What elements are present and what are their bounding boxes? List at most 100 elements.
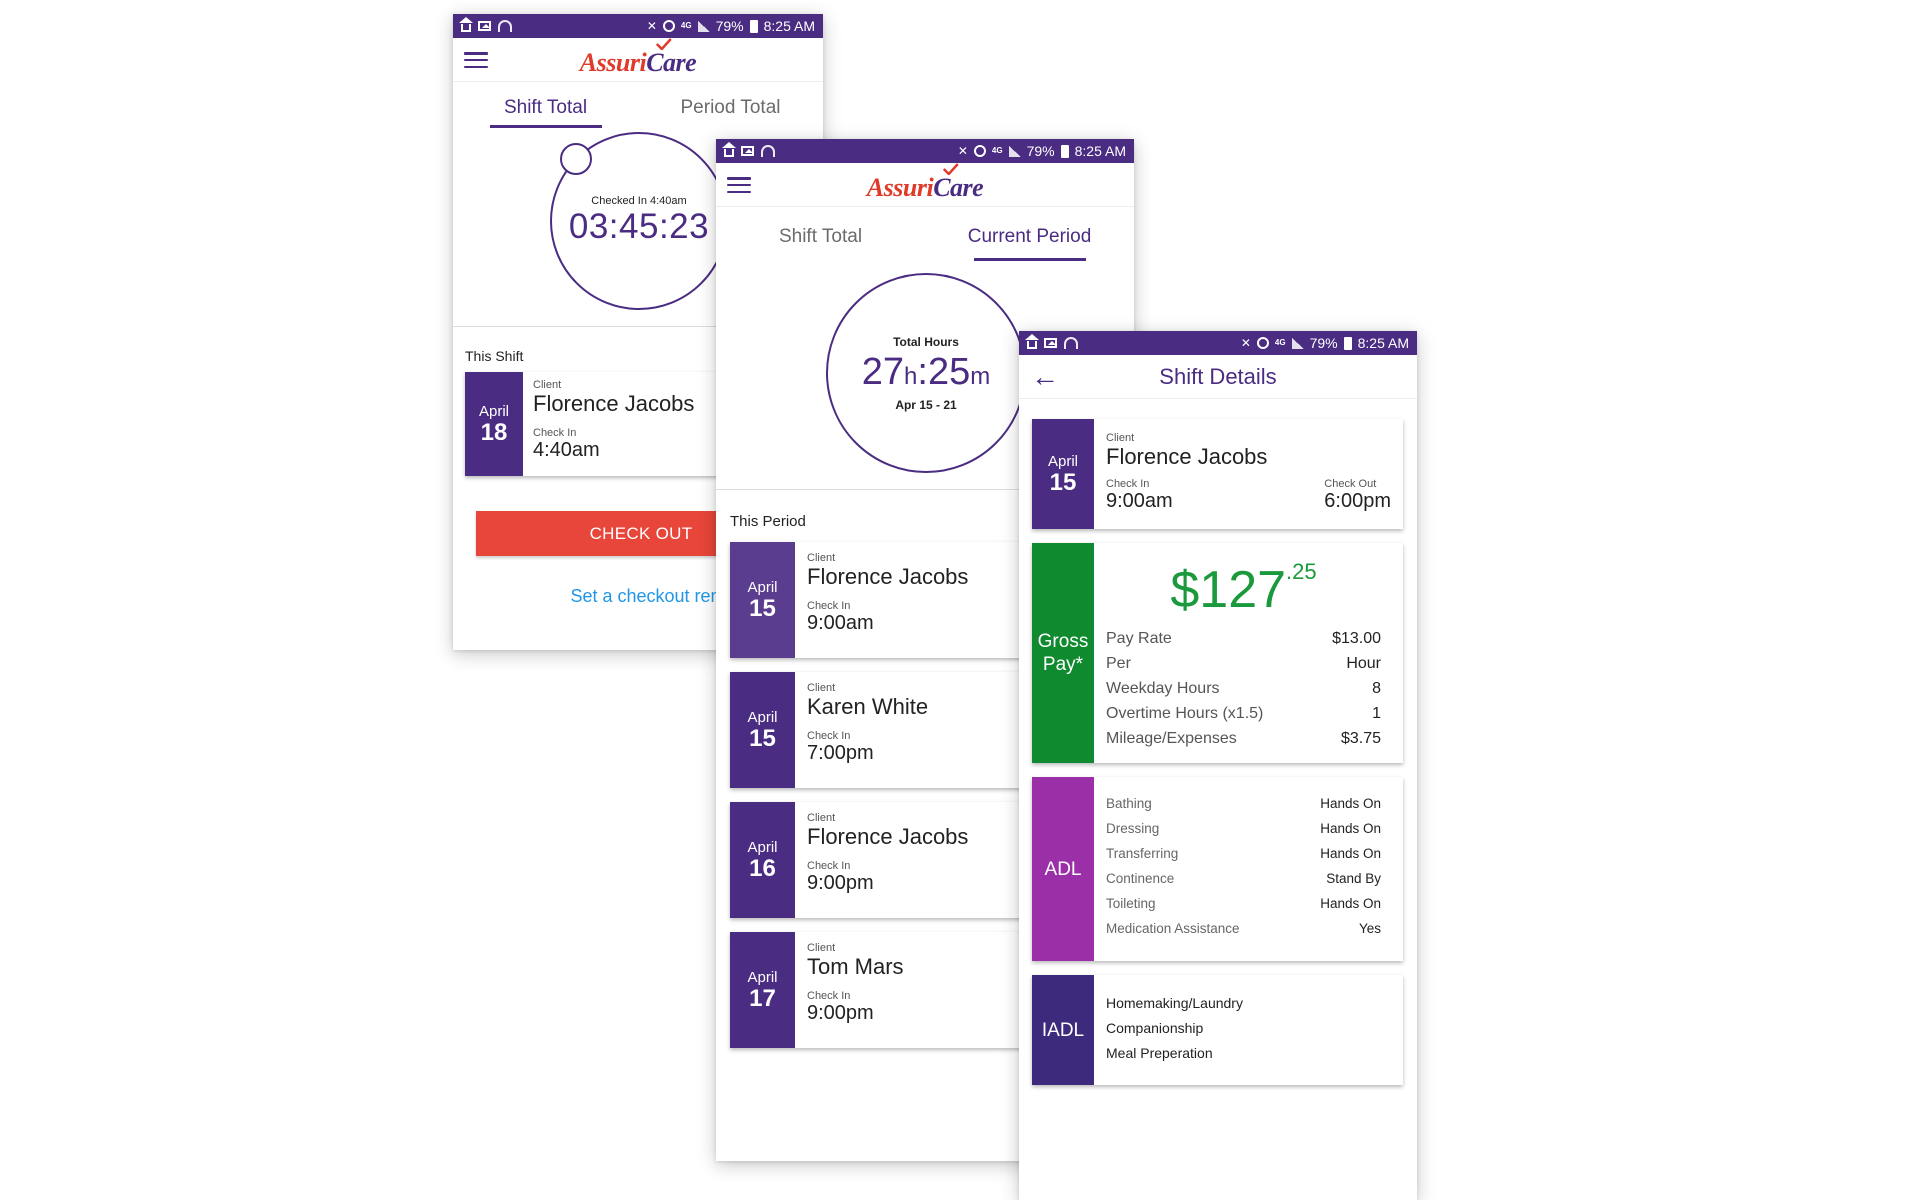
section-label-this-shift: This Shift — [465, 348, 524, 364]
total-hours-ring: Total Hours 27h:25m Apr 15 - 21 — [826, 273, 1026, 473]
phone-screen-current-period: ✕ 4G 79% 8:25 AM AssuriCare Shift Total … — [716, 139, 1134, 1161]
alarm-icon — [973, 145, 986, 157]
client-name: Florence Jacobs — [1106, 444, 1268, 469]
date-badge: April 16 — [730, 802, 795, 918]
shift-timer-ring: Checked In 4:40am 03:45:23 — [550, 132, 728, 310]
tab-bar: Shift Total Period Total — [453, 82, 823, 134]
date-month: April — [747, 968, 778, 986]
checkin-label: Check In — [533, 427, 577, 439]
image-icon — [741, 146, 754, 156]
mute-icon: ✕ — [957, 144, 968, 158]
app-bar: ← Shift Details — [1019, 355, 1417, 399]
lte-icon: 4G — [991, 146, 1003, 155]
image-icon — [478, 21, 491, 31]
shift-detail-card: April 15 Client Florence Jacobs Check In… — [1032, 419, 1403, 529]
checkin-label: Check In — [807, 860, 851, 872]
adl-card: ADL Bathing Hands On Dressing Hands On Tra… — [1032, 777, 1403, 961]
timer-progress-knob[interactable] — [560, 143, 592, 175]
checkin-time: 9:00pm — [807, 1002, 874, 1024]
adl-row: Toileting Hands On — [1106, 896, 1381, 911]
alarm-icon — [662, 20, 675, 32]
pay-row: Per Hour — [1106, 655, 1381, 672]
status-bar: ✕ 4G 79% 8:25 AM — [453, 14, 823, 38]
pay-row: Overtime Hours (x1.5) 1 — [1106, 705, 1381, 722]
image-icon — [1044, 338, 1057, 348]
iadl-item: Companionship — [1106, 1020, 1204, 1036]
client-name: Florence Jacobs — [807, 824, 969, 849]
date-badge: April 18 — [465, 372, 523, 476]
iadl-label: IADL — [1032, 975, 1094, 1085]
client-label: Client — [807, 942, 836, 954]
checkin-label: Check In — [807, 990, 851, 1002]
checkin-time: 4:40am — [533, 439, 600, 461]
battery-percent: 79% — [1309, 335, 1338, 351]
phone-screen-shift-details: ✕ 4G 79% 8:25 AM ← Shift Details April 1… — [1019, 331, 1417, 1200]
checkin-label: Check In — [807, 600, 851, 612]
checkout-time: 6:00pm — [1324, 490, 1391, 512]
battery-icon — [749, 19, 758, 33]
date-badge: April 15 — [1032, 419, 1094, 529]
client-name: Tom Mars — [807, 954, 904, 979]
menu-button[interactable] — [463, 50, 489, 70]
adl-label: ADL — [1032, 777, 1094, 961]
checkin-label: Check In — [807, 730, 851, 742]
checkout-label: Check Out — [1324, 478, 1377, 490]
wifi-icon — [498, 20, 512, 32]
client-label: Client — [807, 552, 836, 564]
date-badge: April 17 — [730, 932, 795, 1048]
section-label-this-period: This Period — [730, 513, 806, 530]
checkin-time: 9:00am — [807, 612, 874, 634]
tab-shift-total[interactable]: Shift Total — [778, 226, 863, 247]
signal-icon — [1291, 337, 1304, 349]
client-label: Client — [807, 812, 836, 824]
timer-value: 03:45:23 — [568, 207, 710, 246]
date-day: 18 — [480, 418, 508, 446]
alarm-icon — [1256, 337, 1269, 349]
pay-row: Pay Rate $13.00 — [1106, 630, 1381, 647]
battery-percent: 79% — [1026, 143, 1055, 159]
iadl-card: IADL Homemaking/Laundry Companionship Me… — [1032, 975, 1403, 1085]
adl-row: Medication Assistance Yes — [1106, 921, 1381, 936]
client-label: Client — [533, 379, 562, 391]
menu-button[interactable] — [726, 175, 752, 195]
lte-icon: 4G — [1274, 338, 1286, 347]
date-month: April — [1047, 452, 1078, 470]
wifi-icon — [1064, 337, 1078, 349]
tab-bar: Shift Total Current Period — [716, 207, 1134, 267]
status-bar: ✕ 4G 79% 8:25 AM — [716, 139, 1134, 163]
date-month: April — [478, 402, 509, 420]
home-icon — [1025, 334, 1039, 349]
status-bar: ✕ 4G 79% 8:25 AM — [1019, 331, 1417, 355]
adl-row: Transferring Hands On — [1106, 846, 1381, 861]
client-label: Client — [807, 682, 836, 694]
back-arrow-icon[interactable]: ← — [1031, 361, 1059, 392]
signal-icon — [697, 20, 710, 32]
checkin-time: 7:00pm — [807, 742, 874, 764]
date-day: 17 — [749, 984, 776, 1012]
page-title: Shift Details — [1159, 364, 1277, 389]
date-day: 16 — [749, 854, 776, 882]
date-day: 15 — [749, 594, 776, 622]
date-month: April — [747, 578, 778, 596]
tab-current-period[interactable]: Current Period — [925, 207, 1134, 267]
mute-icon: ✕ — [1240, 336, 1251, 350]
client-name: Florence Jacobs — [533, 391, 695, 416]
total-hours-caption: Total Hours — [893, 334, 959, 349]
battery-icon — [1060, 144, 1069, 158]
battery-icon — [1343, 336, 1352, 350]
tab-shift-total[interactable]: Shift Total — [453, 82, 638, 134]
date-badge: April 15 — [730, 542, 795, 658]
iadl-item: Meal Preperation — [1106, 1045, 1213, 1061]
status-time: 8:25 AM — [1074, 143, 1126, 159]
date-badge: April 15 — [730, 672, 795, 788]
iadl-item: Homemaking/Laundry — [1106, 995, 1243, 1011]
checkin-time: 9:00am — [1106, 490, 1173, 512]
checkin-label: Check In — [1106, 478, 1150, 490]
lte-icon: 4G — [680, 21, 692, 30]
wifi-icon — [761, 145, 775, 157]
checkin-time: 9:00pm — [807, 872, 874, 894]
tab-period-total[interactable]: Period Total — [680, 97, 781, 118]
battery-percent: 79% — [715, 18, 744, 34]
divider — [716, 489, 1134, 490]
